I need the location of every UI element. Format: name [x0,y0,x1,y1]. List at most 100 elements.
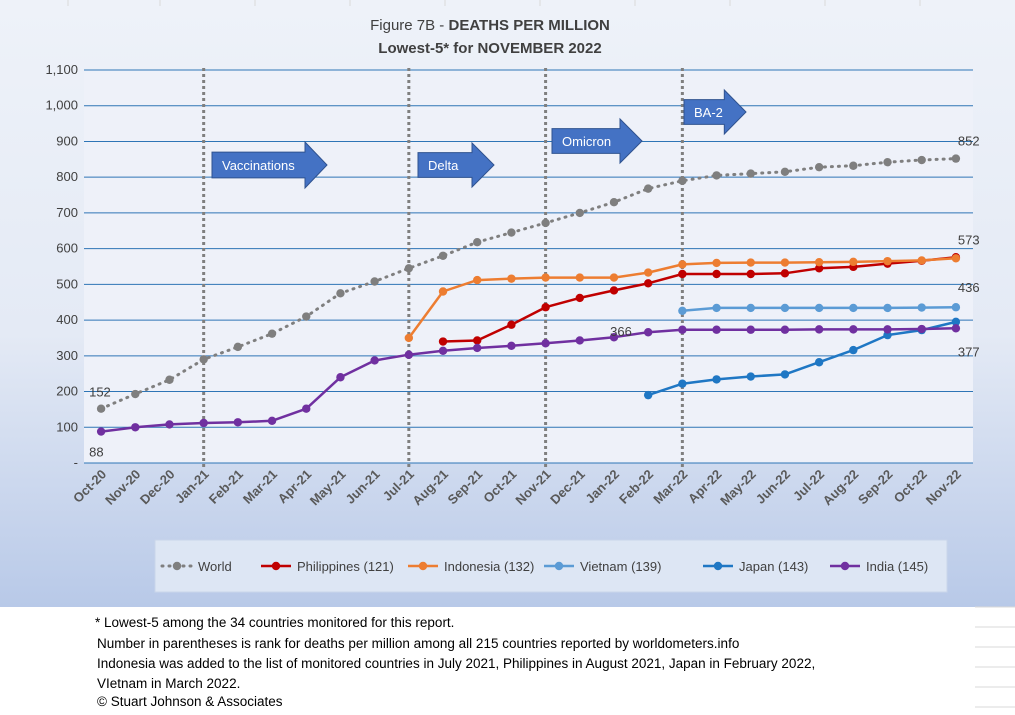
point-philippines [814,264,824,273]
point-world [336,289,345,298]
point-indonesia [883,256,892,266]
point-vietnam [712,303,721,313]
event-label-omicron: Omicron [562,134,611,149]
event-label-vaccinations: Vaccinations [222,158,295,173]
x-tick-label: Feb-21 [206,467,246,507]
x-tick-label: Oct-22 [891,467,930,506]
point-indonesia [814,258,824,267]
x-tick-label: Jun-22 [753,467,793,507]
data-label: 377 [958,344,980,359]
point-philippines [609,286,619,295]
point-philippines [575,293,584,303]
x-tick-label: Dec-21 [547,467,588,508]
point-philippines [712,269,721,279]
point-philippines [746,269,755,279]
point-world [507,228,516,237]
event-arrow-delta [417,141,495,189]
point-indonesia [575,273,584,282]
legend-marker-philippines [271,561,281,571]
y-tick-label: 200 [56,384,78,399]
point-india [575,336,584,345]
point-world [165,375,174,384]
y-tick-label: 1,100 [45,62,78,77]
legend-marker-india [840,561,850,571]
point-japan [643,390,653,400]
point-world [643,184,653,193]
footnote-2: Indonesia was added to the list of monit… [97,656,816,671]
point-vietnam [746,303,755,313]
legend-marker-world [172,561,182,571]
footnote-1: Number in parentheses is rank for deaths… [97,636,740,651]
legend-label-japan: Japan (143) [739,559,808,574]
event-arrow-vaccinations [211,140,328,190]
point-japan [849,345,858,355]
point-philippines [541,303,550,312]
point-india [473,343,482,353]
point-india [712,325,721,334]
point-philippines [438,337,448,346]
point-world [951,154,961,163]
legend-marker-japan [713,561,723,571]
point-world [712,171,721,180]
point-philippines [473,336,482,345]
y-tick-label: 400 [56,312,78,327]
data-label: 152 [89,385,111,400]
point-india [233,418,243,427]
point-india [780,325,790,334]
x-tick-label: Feb-22 [616,467,656,507]
point-indonesia [507,274,516,283]
series-line-philippines [442,255,957,343]
point-japan [678,379,687,388]
point-india [370,356,379,365]
data-label: 573 [958,232,980,247]
data-label: 366 [610,324,632,339]
chart-subtitle: Lowest-5* for NOVEMBER 2022 [378,40,602,57]
point-japan [951,317,961,327]
point-vietnam [951,303,961,312]
point-indonesia [541,273,550,282]
y-tick-label: 700 [56,205,78,220]
x-tick-label: Aug-22 [820,467,862,509]
event-label-delta: Delta [428,158,459,173]
point-india [302,404,311,413]
point-india [951,324,961,333]
point-india [643,328,653,337]
point-india [267,416,277,426]
point-world [131,389,140,399]
point-world [746,169,755,178]
point-india [165,420,174,429]
point-philippines [678,269,687,279]
legend-label-philippines: Philippines (121) [297,559,394,574]
point-india [746,325,755,334]
legend-marker-vietnam [554,561,564,571]
point-india [336,373,345,382]
point-vietnam [814,303,824,313]
legend-label-indonesia: Indonesia (132) [444,559,534,574]
point-world [780,167,790,177]
x-tick-label: Oct-21 [480,467,519,506]
point-india [438,346,448,356]
x-tick-label: Jan-22 [582,467,622,507]
legend-label-world: World [198,559,232,574]
point-india [849,325,858,334]
point-world [609,197,619,207]
point-world [199,355,208,364]
y-tick-label: 900 [56,133,78,148]
point-vietnam [849,303,858,313]
point-world [302,312,311,321]
point-japan [780,370,790,379]
point-japan [746,372,755,381]
y-tick-label: 600 [56,241,78,256]
point-world [575,208,584,218]
point-india [814,325,824,334]
point-vietnam [917,303,926,312]
x-tick-label: Nov-21 [512,467,553,508]
point-vietnam [883,303,892,313]
legend-marker-indonesia [418,561,428,571]
y-tick-label: - [74,455,78,470]
footnote-0: * Lowest-5 among the 34 countries monito… [95,615,455,630]
event-label-ba-2: BA-2 [694,105,723,120]
point-philippines [780,269,790,278]
point-indonesia [678,260,687,269]
y-tick-label: 500 [56,276,78,291]
